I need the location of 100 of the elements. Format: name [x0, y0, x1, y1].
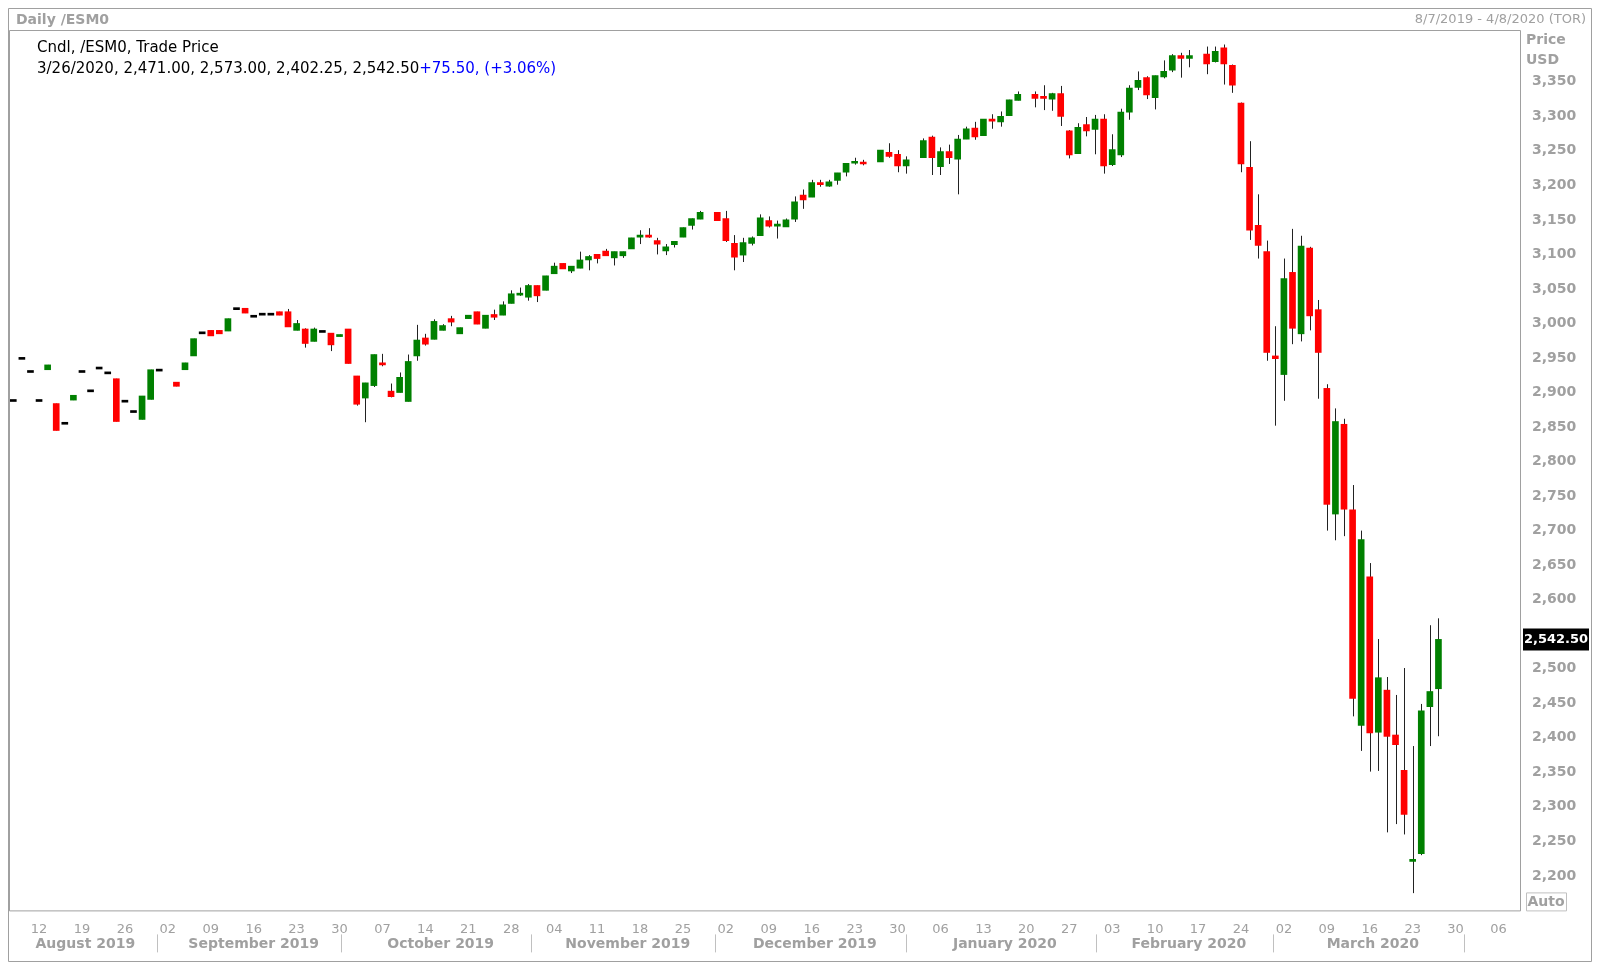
- y-tick-label: 2,900: [1532, 383, 1577, 400]
- x-tick-label: 14: [417, 920, 434, 936]
- x-tick-label: 09: [1318, 920, 1336, 936]
- text: September 2019: [188, 935, 319, 952]
- y-tick-label: 3,300: [1532, 106, 1577, 123]
- candlestick: [1271, 325, 1279, 427]
- y-axis-title: Price USD: [1526, 30, 1566, 67]
- candlestick: [1392, 694, 1399, 825]
- y-tick-label: 3,200: [1532, 176, 1577, 193]
- y-tick-label: 2,600: [1532, 590, 1577, 607]
- annotation: Cndl, /ESM0, Trade Price: [37, 37, 219, 56]
- candlestick: [1177, 52, 1185, 79]
- x-tick-label: 09: [760, 920, 778, 936]
- annotation: +75.50, (+3.06%): [419, 58, 557, 77]
- x-tick-label: 03: [1103, 920, 1121, 936]
- candlestick: [756, 213, 764, 237]
- y-tick-label: 2,850: [1532, 417, 1577, 434]
- candlestick: [361, 382, 369, 423]
- candlestick: [1229, 64, 1236, 94]
- x-tick-label: 09: [202, 920, 220, 936]
- x-tick-label: 23: [846, 920, 863, 936]
- y-tick-label: 2,250: [1532, 831, 1577, 848]
- x-tick-label: 20: [1018, 920, 1035, 936]
- candlestick: [1143, 75, 1150, 100]
- candlestick: [791, 195, 798, 223]
- y-tick-label: 2,450: [1532, 693, 1577, 710]
- y-tick-label: 2,200: [1532, 866, 1577, 883]
- candlestick: [1426, 624, 1434, 747]
- candlestick: [937, 146, 944, 176]
- candlestick: [1091, 114, 1099, 155]
- x-tick-label: 21: [460, 920, 477, 936]
- chart-subtitle: 8/7/2019 - 4/8/2020 (TOR): [1414, 11, 1586, 27]
- x-tick-label: 12: [30, 920, 48, 936]
- y-tick-label: 2,300: [1532, 797, 1577, 814]
- text: October 2019: [387, 935, 495, 952]
- text: March 2020: [1326, 935, 1420, 952]
- text: February 2020: [1131, 935, 1247, 952]
- y-tick-label: 3,100: [1532, 245, 1577, 262]
- x-tick-label: 17: [1189, 920, 1207, 936]
- x-tick-label: 02: [159, 920, 177, 936]
- x-tick-label: 02: [717, 920, 735, 936]
- y-tick-label: 2,500: [1532, 659, 1577, 676]
- x-tick-label: 04: [545, 920, 563, 936]
- candlestick: [894, 149, 901, 173]
- x-tick-label: 19: [73, 920, 91, 936]
- text: December 2019: [752, 935, 877, 952]
- x-tick-label: 16: [803, 920, 820, 936]
- x-tick-label: 26: [116, 920, 134, 936]
- x-tick-label: 18: [631, 920, 649, 936]
- y-tick-label: 2,700: [1532, 521, 1577, 538]
- x-tick-label: 07: [374, 920, 391, 936]
- candlestick: [1083, 116, 1090, 137]
- y-tick-label: 2,350: [1532, 762, 1577, 779]
- x-tick-label: 30: [889, 920, 906, 936]
- x-tick-label: 23: [288, 920, 305, 936]
- candlestick: [739, 237, 747, 263]
- candlestick: [396, 371, 403, 394]
- candlestick: [1057, 85, 1065, 127]
- text: November 2019: [565, 935, 691, 952]
- x-tick-label: 06: [1490, 920, 1507, 936]
- x-tick-label: 28: [502, 920, 520, 936]
- x-tick-label: 23: [1404, 920, 1421, 936]
- text: January 2020: [951, 935, 1058, 952]
- candlestick: [722, 210, 730, 243]
- candlestick: [1220, 44, 1228, 86]
- y-tick-label: 2,800: [1532, 452, 1577, 469]
- text: 2,542.50: [1524, 630, 1589, 646]
- x-tick-label: 11: [588, 920, 606, 936]
- x-tick-label: 27: [1061, 920, 1078, 936]
- x-tick-label: 16: [1361, 920, 1379, 936]
- x-tick-label: 25: [674, 920, 692, 936]
- y-tick-label: 3,050: [1532, 279, 1577, 296]
- candlestick: [413, 324, 421, 362]
- y-tick-label: 2,950: [1532, 348, 1577, 365]
- y-tick-label: 2,400: [1532, 728, 1577, 745]
- candlestick: [301, 327, 309, 349]
- candlestick: [731, 234, 738, 271]
- x-tick-label: 13: [975, 920, 992, 936]
- candlestick: [1254, 193, 1262, 260]
- candlestick: [945, 144, 953, 165]
- y-tick-label: 3,000: [1532, 314, 1577, 331]
- x-tick-label: 06: [932, 920, 949, 936]
- annotation: 3/26/2020, 2,471.00, 2,573.00, 2,402.25, 2,542.50: [37, 58, 420, 77]
- candlestick: [1203, 46, 1210, 75]
- candlestick: [1040, 84, 1047, 111]
- candlestick: [1151, 75, 1159, 110]
- x-tick-label: 10: [1146, 920, 1164, 936]
- candlestick: [954, 134, 961, 195]
- text: August 2019: [35, 935, 136, 952]
- candlestick: [1134, 70, 1142, 91]
- candlestick: [430, 318, 438, 340]
- x-tick-label: 16: [245, 920, 262, 936]
- y-tick-label: 3,250: [1532, 141, 1577, 158]
- chart-title: Daily /ESM0: [16, 10, 110, 27]
- text: Auto: [1527, 893, 1565, 910]
- y-tick-label: 3,350: [1532, 72, 1577, 89]
- candlestick: [1409, 745, 1417, 894]
- y-tick-label: 2,650: [1532, 555, 1577, 572]
- x-tick-label: 30: [1447, 920, 1464, 936]
- y-tick-label: 2,750: [1532, 486, 1577, 503]
